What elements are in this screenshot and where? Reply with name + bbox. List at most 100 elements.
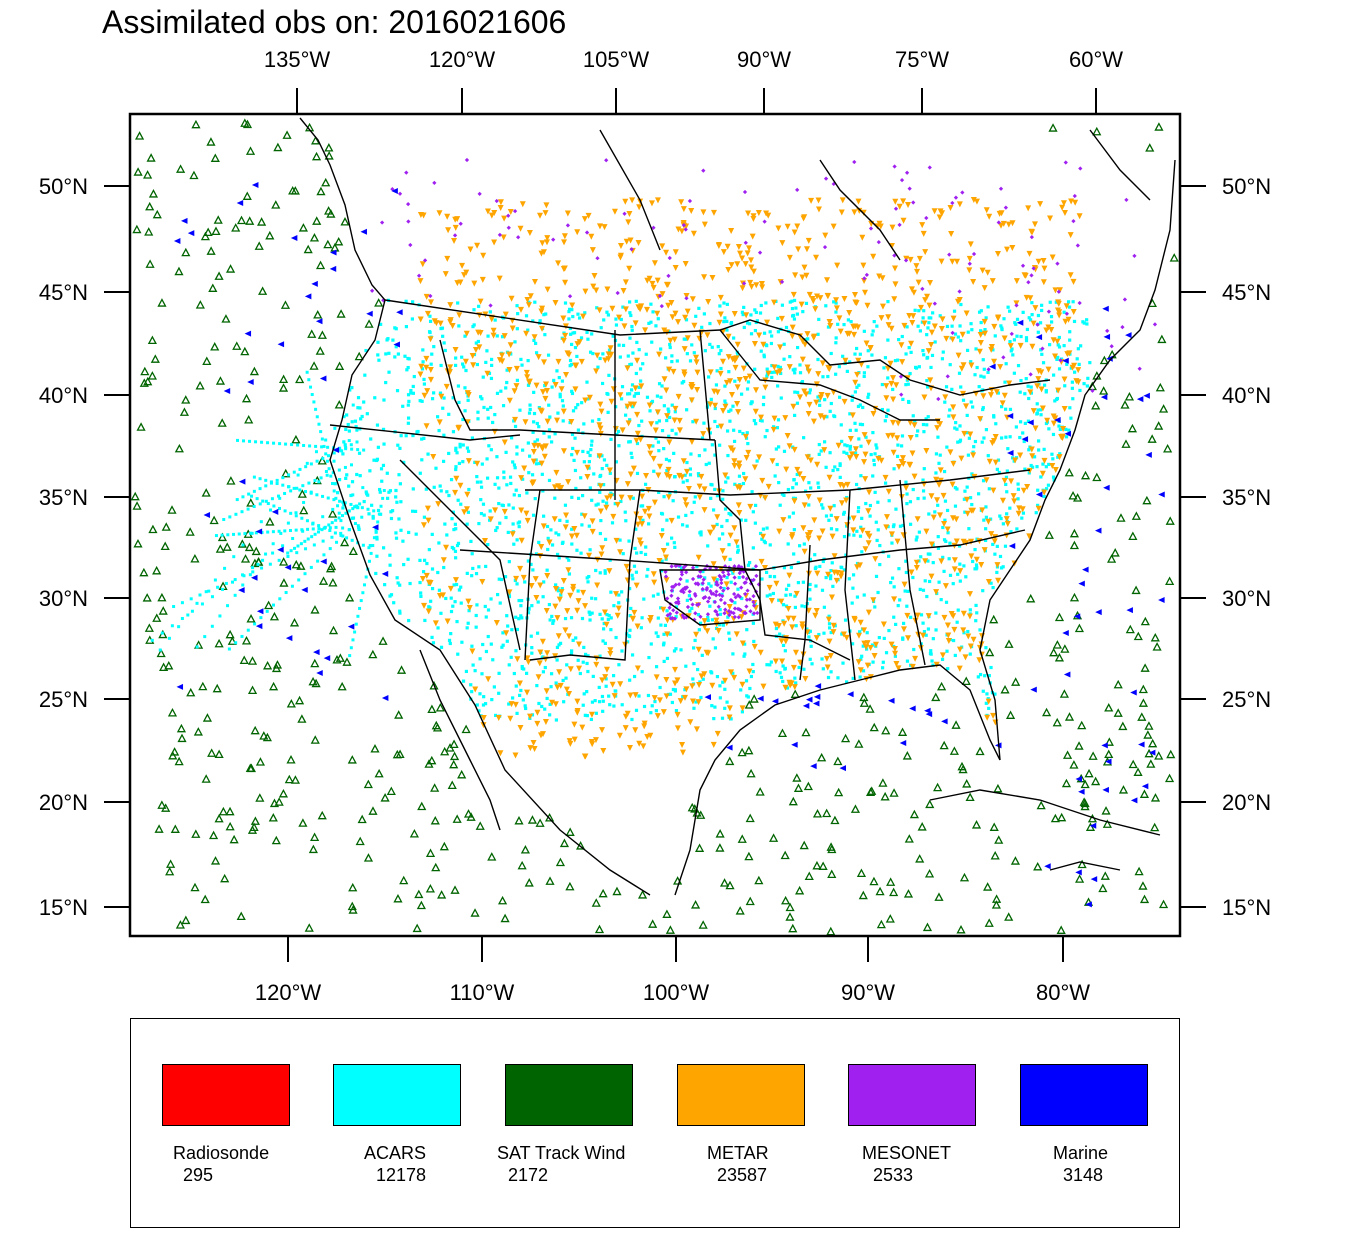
acars-marker [1050, 320, 1054, 324]
acars-marker [945, 324, 950, 329]
sat-track-wind-marker [801, 727, 811, 737]
metar-marker [882, 474, 889, 481]
metar-marker [822, 232, 829, 239]
acars-marker [986, 305, 990, 309]
acars-marker [1068, 406, 1072, 410]
acars-marker [784, 325, 789, 330]
acars-marker [652, 469, 656, 473]
acars-marker [876, 500, 880, 504]
acars-marker [333, 531, 337, 535]
acars-marker [177, 625, 181, 629]
sat-track-wind-marker [475, 821, 485, 830]
acars-marker [736, 548, 740, 552]
metar-marker [813, 635, 820, 642]
acars-marker [664, 457, 669, 461]
acars-marker [507, 503, 511, 507]
metar-marker [849, 451, 856, 458]
acars-marker [974, 603, 978, 608]
metar-marker [622, 198, 629, 205]
acars-marker [1048, 300, 1052, 304]
metar-marker [833, 305, 840, 312]
acars-marker [697, 454, 701, 458]
acars-marker [454, 527, 458, 531]
acars-marker [425, 561, 429, 566]
legend-swatch-sat-track-wind [505, 1064, 633, 1126]
metar-marker [863, 644, 870, 651]
metar-marker [964, 496, 971, 503]
acars-marker [906, 382, 910, 386]
acars-marker [648, 409, 652, 413]
acars-marker [1070, 380, 1074, 384]
acars-marker [662, 447, 666, 451]
acars-marker [374, 571, 378, 576]
acars-marker [454, 363, 458, 368]
acars-marker [855, 346, 859, 351]
acars-marker [971, 450, 975, 454]
acars-marker [838, 463, 842, 468]
metar-marker [925, 613, 932, 620]
acars-marker [570, 389, 574, 393]
acars-marker [702, 421, 706, 425]
metar-marker [743, 455, 750, 462]
metar-marker [420, 522, 427, 529]
metar-marker [593, 287, 600, 294]
acars-marker [465, 522, 469, 526]
metar-marker [789, 333, 796, 340]
metar-marker [1021, 272, 1028, 279]
acars-marker [554, 531, 558, 535]
metar-marker [720, 249, 727, 256]
metar-marker [498, 352, 505, 359]
metar-marker [617, 681, 624, 688]
metar-marker [900, 626, 907, 633]
legend-label-metar: METAR [707, 1143, 769, 1163]
acars-marker [983, 538, 988, 543]
acars-marker [332, 498, 336, 502]
acars-marker [231, 580, 235, 584]
sat-track-wind-marker [215, 376, 226, 385]
sat-track-wind-marker [166, 859, 176, 868]
acars-marker [309, 565, 313, 569]
acars-marker [982, 436, 986, 440]
mesonet-marker [742, 580, 747, 586]
sat-track-wind-marker [315, 260, 326, 270]
acars-marker [406, 403, 410, 407]
acars-marker [791, 368, 795, 372]
metar-marker [1050, 420, 1057, 427]
acars-marker [838, 462, 842, 466]
metar-marker [742, 476, 749, 483]
acars-marker [455, 619, 459, 624]
acars-marker [535, 631, 540, 635]
acars-marker [1067, 305, 1072, 309]
metar-marker [539, 638, 546, 645]
metar-marker [739, 705, 746, 712]
acars-marker [617, 444, 621, 448]
sat-track-wind-marker [327, 561, 337, 571]
acars-marker [882, 636, 886, 641]
acars-marker [586, 337, 590, 341]
acars-marker [922, 467, 926, 471]
acars-marker [383, 583, 387, 587]
metar-marker [885, 433, 892, 440]
metar-marker [1059, 204, 1066, 211]
metar-marker [950, 414, 957, 421]
metar-marker [464, 390, 471, 397]
acars-marker [697, 474, 701, 478]
marine-marker [1063, 671, 1071, 678]
acars-marker [526, 328, 530, 332]
acars-marker [872, 319, 876, 324]
metar-marker [472, 686, 479, 693]
acars-marker [608, 703, 612, 707]
acars-marker [865, 631, 869, 635]
acars-marker [364, 575, 368, 579]
metar-marker [672, 405, 679, 412]
acars-marker [628, 678, 632, 682]
acars-marker [488, 509, 492, 513]
metar-marker [839, 197, 846, 204]
sat-track-wind-marker [310, 605, 320, 614]
sat-track-wind-marker [152, 613, 162, 622]
metar-marker [907, 419, 914, 426]
marine-marker [1035, 491, 1043, 498]
metar-marker [689, 698, 696, 705]
metar-marker [833, 516, 840, 523]
metar-marker [744, 250, 751, 257]
